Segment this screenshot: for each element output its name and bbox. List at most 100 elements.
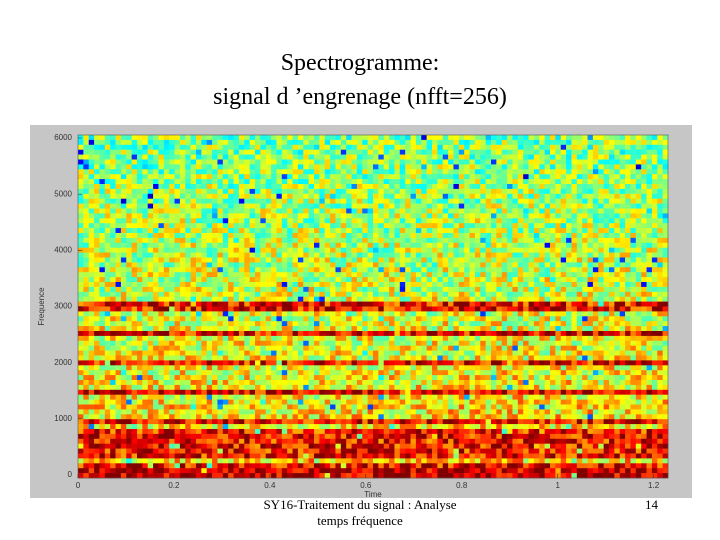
spectrogram-cell (94, 316, 100, 322)
spectrogram-cell (233, 213, 240, 219)
spectrogram-cell (190, 345, 197, 351)
spectrogram-cell (544, 139, 551, 146)
spectrogram-cell (576, 179, 583, 185)
spectrogram-cell (260, 179, 267, 185)
spectrogram-cell (196, 174, 202, 180)
spectrogram-cell (297, 291, 304, 297)
spectrogram-cell (346, 154, 352, 160)
spectrogram-cell (609, 203, 615, 209)
spectrogram-cell (550, 149, 556, 155)
spectrogram-cell (405, 316, 411, 322)
spectrogram-cell (469, 316, 476, 322)
spectrogram-cell (587, 223, 594, 229)
spectrogram-cell (389, 331, 395, 337)
spectrogram-cell (292, 164, 299, 170)
spectrogram-cell (276, 335, 283, 342)
spectrogram-cell (544, 316, 551, 322)
spectrogram-cell (378, 257, 385, 263)
spectrogram-cell (544, 247, 551, 253)
spectrogram-cell (142, 286, 149, 293)
spectrogram-cell (362, 179, 368, 185)
spectrogram-cell (517, 198, 524, 204)
spectrogram-cell (641, 296, 647, 302)
spectrogram-cell (625, 262, 631, 268)
spectrogram-cell (453, 193, 460, 199)
spectrogram-cell (571, 184, 578, 190)
spectrogram-cell (94, 144, 100, 150)
spectrogram-cell (88, 139, 95, 146)
spectrogram-cell (330, 267, 336, 273)
spectrogram-cell (249, 257, 256, 263)
spectrogram-cell (646, 213, 653, 219)
spectrogram-cell (94, 267, 100, 273)
spectrogram-cell (630, 286, 637, 293)
spectrogram-cell (179, 311, 186, 317)
spectrogram-cell (512, 286, 519, 293)
spectrogram-cell (196, 262, 202, 268)
spectrogram-cell (485, 213, 492, 219)
spectrogram-cell (78, 282, 84, 288)
spectrogram-cell (185, 139, 191, 146)
spectrogram-cell (131, 242, 138, 248)
spectrogram-cell (448, 179, 454, 185)
spectrogram-cell (609, 262, 615, 268)
spectrogram-cell (587, 262, 594, 268)
spectrogram-cell (287, 154, 293, 160)
spectrogram-cell (507, 188, 513, 195)
spectrogram-cell (276, 135, 283, 141)
spectrogram-cell (147, 242, 154, 248)
spectrogram-cell (485, 203, 492, 209)
spectrogram-cell (453, 184, 460, 190)
spectrogram-cell (598, 193, 604, 199)
spectrogram-cell (314, 247, 320, 253)
spectrogram-cell (110, 242, 116, 248)
spectrogram-cell (598, 262, 604, 268)
spectrogram-cell (238, 154, 245, 160)
spectrogram-cell (346, 345, 352, 351)
spectrogram-cell (83, 159, 90, 165)
spectrogram-cell (297, 326, 304, 332)
spectrogram-cell (233, 242, 240, 248)
spectrogram-cell (335, 242, 342, 248)
spectrogram-cell (378, 144, 385, 150)
spectrogram-cell (582, 350, 588, 356)
spectrogram-cell (367, 159, 374, 165)
spectrogram-cell (432, 193, 438, 199)
spectrogram-cell (78, 174, 84, 180)
spectrogram-cell (539, 316, 545, 322)
spectrogram-cell (260, 154, 267, 160)
spectrogram-cell (598, 139, 604, 146)
spectrogram-cell (260, 184, 267, 190)
spectrogram-cell (324, 311, 331, 317)
spectrogram-cell (399, 242, 406, 248)
spectrogram-cell (196, 223, 202, 229)
spectrogram-cell (373, 213, 379, 219)
spectrogram-cell (625, 169, 631, 175)
spectrogram-cell (539, 296, 545, 302)
spectrogram-cell (571, 208, 578, 214)
spectrogram-cell (303, 326, 309, 332)
spectrogram-cell (356, 331, 363, 337)
spectrogram-cell (222, 144, 229, 150)
spectrogram-cell (169, 272, 175, 278)
spectrogram-cell (603, 326, 610, 332)
spectrogram-cell (410, 193, 417, 199)
spectrogram-cell (437, 237, 444, 244)
spectrogram-cell (233, 257, 240, 263)
spectrogram-cell (523, 262, 529, 268)
spectrogram-cell (598, 159, 604, 165)
spectrogram-cell (153, 345, 159, 351)
spectrogram-cell (324, 213, 331, 219)
spectrogram-cell (582, 301, 588, 307)
spectrogram-cell (394, 247, 401, 253)
spectrogram-cell (83, 282, 90, 288)
spectrogram-cell (528, 252, 535, 258)
spectrogram-cell (297, 311, 304, 317)
spectrogram-cell (249, 179, 256, 185)
spectrogram-cell (137, 218, 143, 224)
spectrogram-cell (233, 335, 240, 342)
spectrogram-cell (367, 306, 374, 312)
spectrogram-cell (131, 164, 138, 170)
spectrogram-cell (501, 159, 508, 165)
spectrogram-cell (185, 208, 191, 214)
